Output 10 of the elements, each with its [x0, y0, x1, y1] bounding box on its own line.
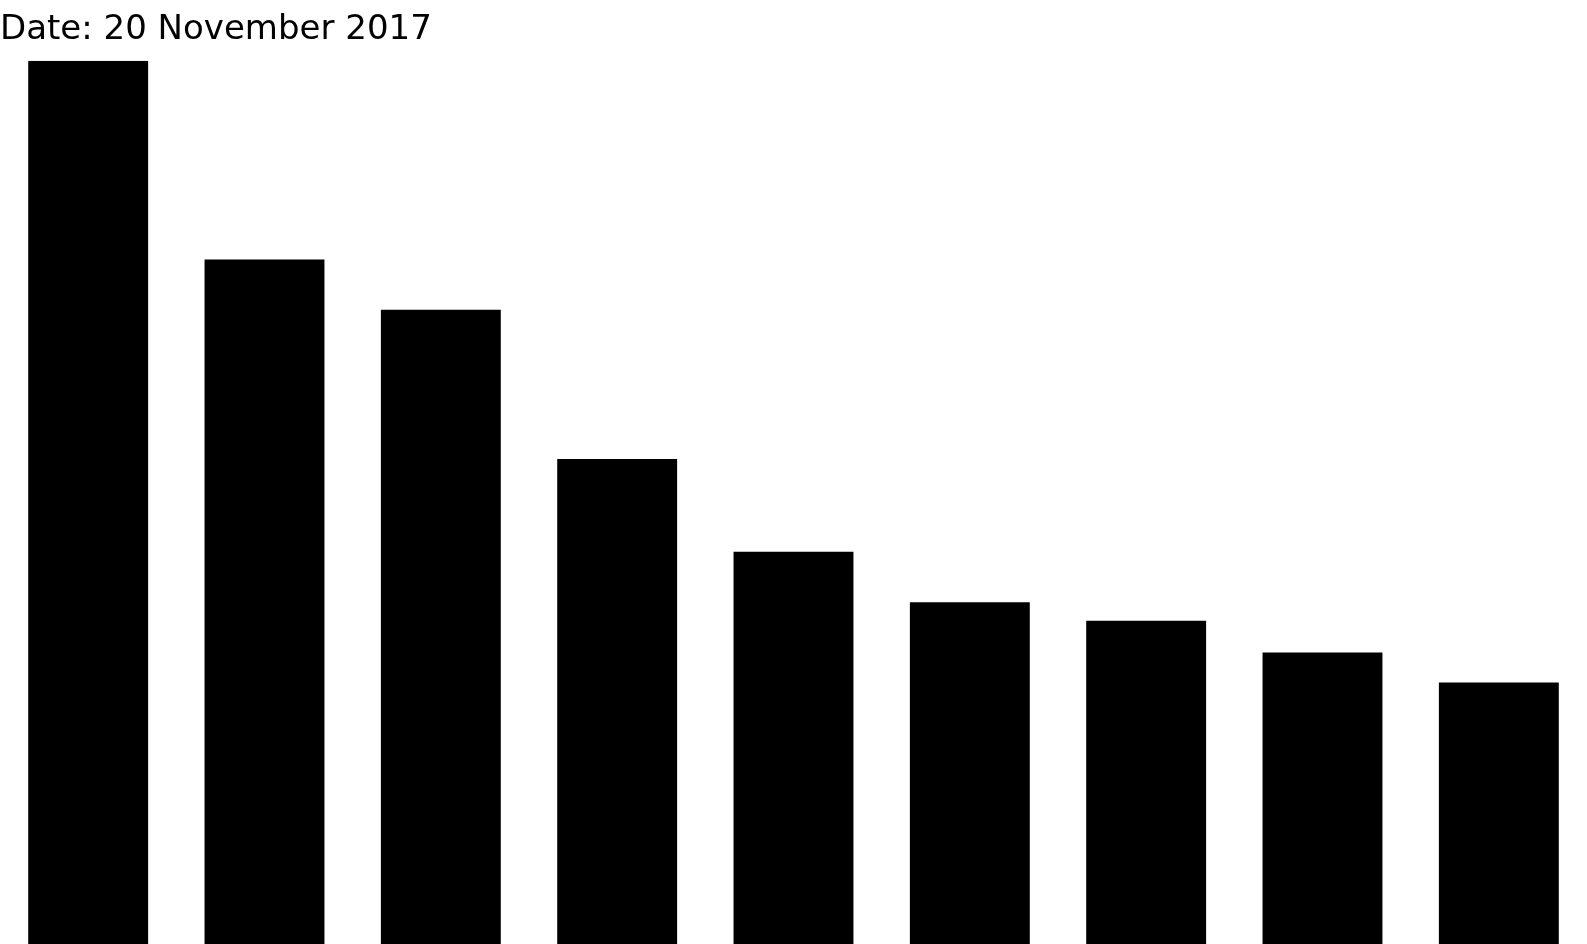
bar [380, 309, 501, 944]
bar [1262, 652, 1383, 944]
bar [28, 60, 149, 944]
bar [557, 459, 678, 944]
bar [733, 551, 854, 944]
bar [204, 259, 325, 944]
bar [1438, 682, 1559, 944]
chart-title: Date: 20 November 2017 [0, 7, 432, 48]
bar [909, 602, 1030, 944]
bar [1086, 620, 1207, 944]
